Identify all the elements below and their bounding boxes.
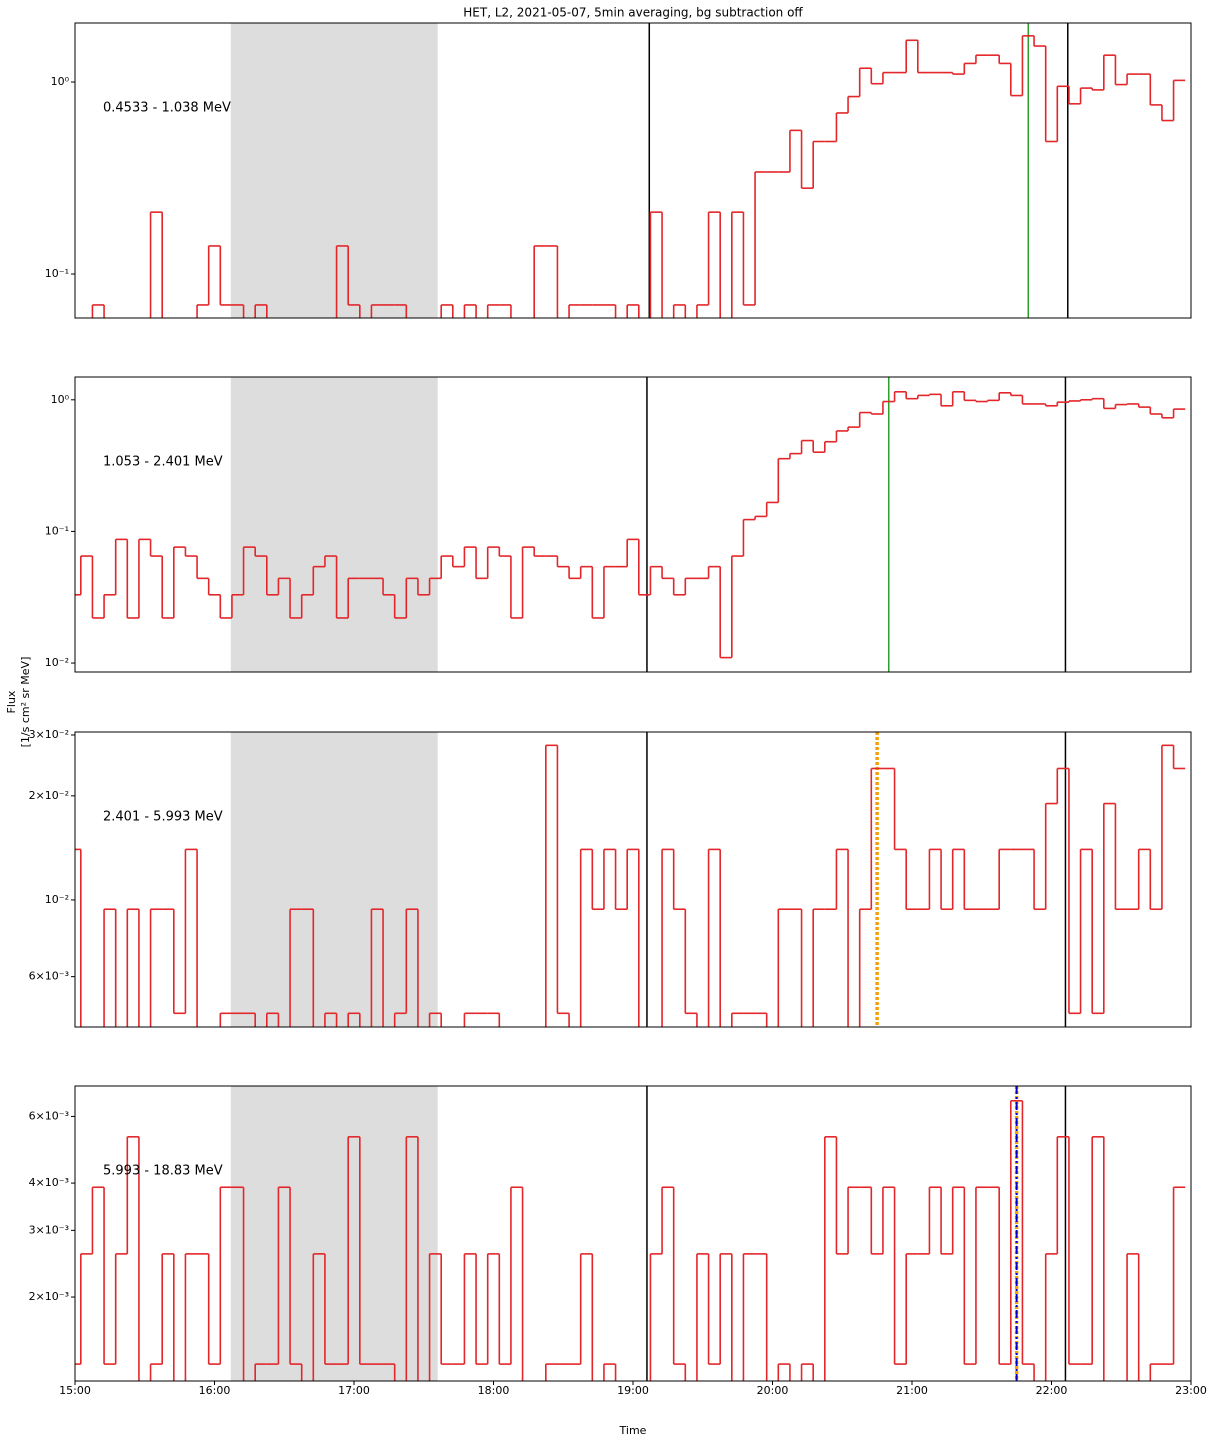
panel <box>75 1086 1186 1381</box>
panel-frame <box>74 22 1192 319</box>
x-tick-label: 23:00 <box>1175 1384 1207 1397</box>
x-tick-label: 16:00 <box>199 1384 231 1397</box>
shaded-span <box>230 732 438 1027</box>
y-tick-label: 2×10⁻³ <box>29 1290 69 1303</box>
shaded-span <box>230 23 438 318</box>
y-tick-label: 4×10⁻³ <box>29 1176 69 1189</box>
y-tick-label: 3×10⁻² <box>29 728 69 741</box>
y-tick-label: 6×10⁻³ <box>29 970 69 983</box>
y-tick-label: 3×10⁻³ <box>29 1223 69 1236</box>
panel-annotation: 0.4533 - 1.038 MeV <box>103 101 231 116</box>
y-axis-label: [1/s cm² sr MeV] <box>19 657 32 748</box>
y-tick-label: 2×10⁻² <box>29 789 69 802</box>
panel-annotation: 1.053 - 2.401 MeV <box>103 455 223 470</box>
y-axis-label: Flux <box>5 690 18 713</box>
panel-frame <box>74 376 1192 673</box>
y-tick-label: 10⁰ <box>51 393 70 406</box>
panel <box>91 23 1186 318</box>
x-tick-label: 17:00 <box>338 1384 370 1397</box>
x-axis-label: Time <box>619 1424 647 1437</box>
y-tick-label: 10⁻¹ <box>45 267 69 280</box>
panel-frame <box>74 731 1192 1028</box>
shaded-span <box>230 1086 438 1381</box>
x-tick-label: 20:00 <box>757 1384 789 1397</box>
y-tick-label: 10⁻² <box>45 893 69 906</box>
chart-title: HET, L2, 2021-05-07, 5min averaging, bg … <box>463 6 803 20</box>
panel <box>75 377 1186 672</box>
panel <box>75 732 1186 1027</box>
x-tick-label: 15:00 <box>59 1384 91 1397</box>
y-tick-label: 6×10⁻³ <box>29 1109 69 1122</box>
panel-annotation: 5.993 - 18.83 MeV <box>103 1164 223 1179</box>
panel-annotation: 2.401 - 5.993 MeV <box>103 810 223 825</box>
x-tick-label: 18:00 <box>478 1384 510 1397</box>
x-tick-label: 21:00 <box>896 1384 928 1397</box>
shaded-span <box>230 377 438 672</box>
y-tick-label: 10⁻¹ <box>45 524 69 537</box>
y-tick-label: 10⁻² <box>45 656 69 669</box>
x-tick-label: 19:00 <box>617 1384 649 1397</box>
y-tick-label: 10⁰ <box>51 75 70 88</box>
x-tick-label: 22:00 <box>1036 1384 1068 1397</box>
